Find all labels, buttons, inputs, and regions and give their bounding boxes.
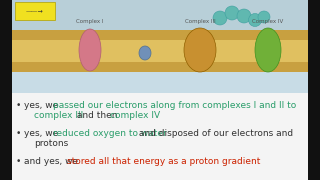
Text: complex III: complex III <box>34 111 83 120</box>
Bar <box>12 72 308 93</box>
Ellipse shape <box>184 28 216 72</box>
Ellipse shape <box>258 11 270 23</box>
Text: •: • <box>16 101 21 110</box>
Ellipse shape <box>255 28 281 72</box>
Text: protons: protons <box>34 139 68 148</box>
Text: reduced oxygen to water: reduced oxygen to water <box>53 129 167 138</box>
Text: and disposed of our electrons and: and disposed of our electrons and <box>136 129 293 138</box>
Text: Complex IV: Complex IV <box>252 19 284 24</box>
Text: •: • <box>16 129 21 138</box>
Text: yes, we: yes, we <box>24 101 61 110</box>
Ellipse shape <box>237 9 251 23</box>
Bar <box>12 30 308 72</box>
Text: Complex III: Complex III <box>185 19 215 24</box>
Text: Complex I: Complex I <box>76 19 104 24</box>
Ellipse shape <box>213 11 227 25</box>
Text: complex IV: complex IV <box>110 111 160 120</box>
Bar <box>308 0 320 180</box>
Ellipse shape <box>225 6 239 20</box>
Bar <box>0 0 320 93</box>
Ellipse shape <box>139 46 151 60</box>
Text: and then: and then <box>74 111 120 120</box>
Text: passed our electrons along from complexes I and II to: passed our electrons along from complexe… <box>53 101 296 110</box>
FancyBboxPatch shape <box>15 2 55 20</box>
Bar <box>12 40 308 62</box>
Text: and yes, we: and yes, we <box>24 157 81 166</box>
Text: ——→: ——→ <box>26 8 44 14</box>
Ellipse shape <box>79 29 101 71</box>
Ellipse shape <box>249 14 261 26</box>
Text: yes, we: yes, we <box>24 129 61 138</box>
Bar <box>0 93 320 180</box>
Text: •: • <box>16 157 21 166</box>
Text: stored all that energy as a proton gradient: stored all that energy as a proton gradi… <box>68 157 261 166</box>
Bar <box>0 0 12 180</box>
